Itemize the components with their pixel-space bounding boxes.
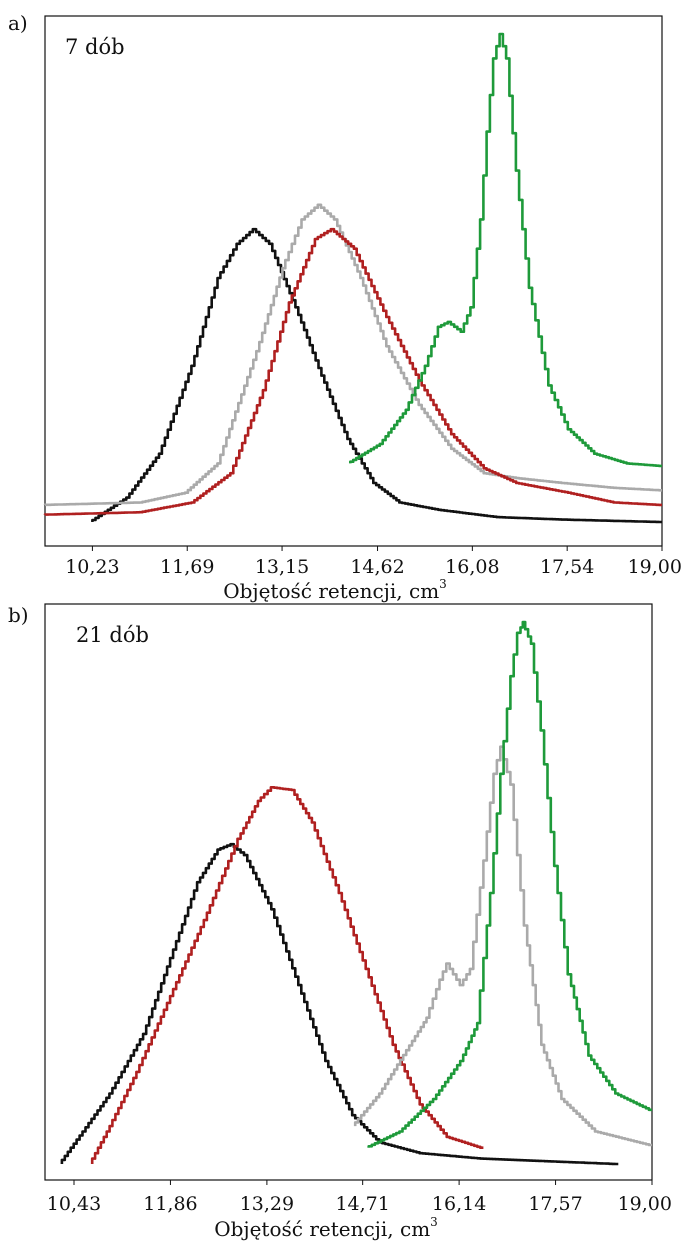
panel-b-x-axis-label-text: Objętość retencji, cm xyxy=(214,1217,430,1241)
panel-b-series-group xyxy=(60,620,652,1166)
panel-b-black-curve xyxy=(60,842,619,1166)
panel-a-x-tick-label: 13,15 xyxy=(255,556,309,578)
panel-b-x-tick-label: 14,71 xyxy=(335,1193,389,1215)
panel-a-series-group xyxy=(43,32,662,524)
panel-b-x-tick-label: 16,14 xyxy=(432,1193,486,1215)
panel-a-label: a) xyxy=(8,11,28,35)
panel-b-x-axis-label: Objętość retencji, cm3 xyxy=(214,1215,438,1241)
panel-a-black-curve xyxy=(91,227,662,524)
panel-b-x-axis: 10,43 11,86 13,29 14,71 16,14 17,57 19,00 xyxy=(47,1180,672,1215)
panel-b-green-curve xyxy=(367,620,652,1148)
panel-a-red-curve xyxy=(43,227,662,516)
panel-a-x-tick-label: 17,54 xyxy=(540,556,594,578)
panel-a-x-axis-label-superscript: 3 xyxy=(439,577,447,591)
panel-b-x-tick-label: 10,43 xyxy=(47,1193,101,1215)
panel-a-plot-frame xyxy=(44,15,663,547)
panel-a-x-tick-label: 10,23 xyxy=(65,556,119,578)
panel-b-gray-curve xyxy=(90,786,484,1164)
panel-a-x-axis-label: Objętość retencji, cm3 xyxy=(223,577,447,603)
panel-b-x-tick-label: 13,29 xyxy=(240,1193,294,1215)
panel-a-x-tick-label: 19,00 xyxy=(628,556,682,578)
panel-b-plot-frame xyxy=(44,603,653,1181)
panel-a-x-tick-label: 14,62 xyxy=(350,556,404,578)
panel-b-x-axis-label-superscript: 3 xyxy=(430,1215,438,1229)
panel-b-x-tick-label: 11,86 xyxy=(143,1193,197,1215)
panel-a-x-tick-label: 16,08 xyxy=(445,556,499,578)
panel-a-x-tick-label: 11,69 xyxy=(160,556,214,578)
panel-b-annotation: 21 dób xyxy=(76,623,149,647)
panel-b: b) 21 dób 10,43 11,86 13,29 14,71 16,14 17,57… xyxy=(8,603,672,1241)
panel-b-red-curve xyxy=(353,745,652,1147)
panel-b-x-tick-label: 17,57 xyxy=(528,1193,582,1215)
panel-a-x-axis: 10,23 11,69 13,15 14,62 16,08 17,54 19,00 xyxy=(65,546,682,578)
panel-a-green-curve xyxy=(349,32,662,468)
panel-b-x-tick-label: 19,00 xyxy=(618,1193,672,1215)
panel-a-annotation: 7 dób xyxy=(65,35,125,59)
panel-b-label: b) xyxy=(8,603,29,627)
panel-a-gray-curve xyxy=(43,203,662,507)
panel-a-x-axis-label-text: Objętość retencji, cm xyxy=(223,579,439,603)
panel-a: a) 7 dób 10,23 11,69 13,15 14,62 16,08 17,54 1… xyxy=(8,11,682,603)
